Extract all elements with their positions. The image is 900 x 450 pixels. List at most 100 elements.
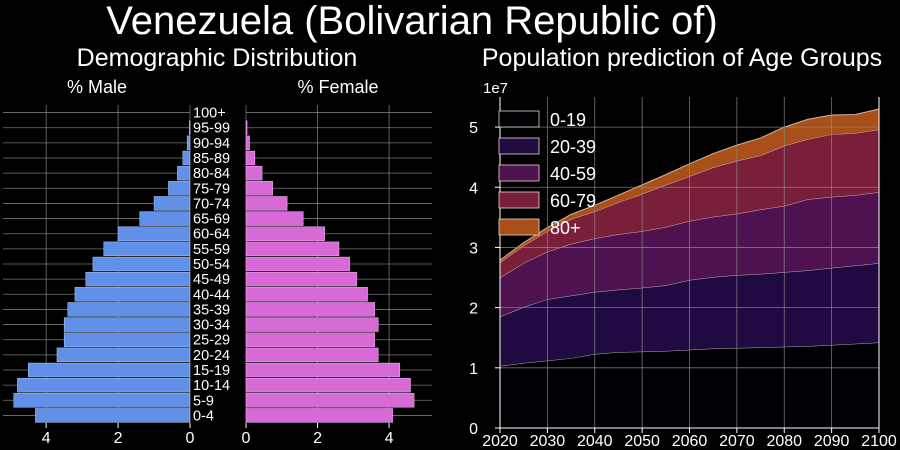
area-x-tick-label: 2050 [624,433,660,450]
figure-title: Venezuela (Bolivarian Republic of) [106,0,717,43]
age-group-label: 35-39 [193,302,230,318]
male-bar [182,150,191,166]
male-label: % Male [67,77,127,97]
age-group-label: 80-84 [193,166,230,182]
area-ticks: 0 1 2 3 4 5 2020 2030 2040 2050 2060 2070 2080 2090 21… [469,120,897,450]
female-label: % Female [297,77,378,97]
female-bar [245,317,379,332]
female-x-tick-label: 2 [313,430,322,447]
area-y-tick-label: 1 [469,361,478,378]
pyramid-title: Demographic Distribution [77,44,358,72]
male-bar [139,211,191,226]
male-bar [74,287,191,302]
area-y-tick-label: 2 [469,301,478,318]
area-y-tick-label: 4 [469,180,478,197]
area-y-tick-label: 0 [469,421,478,438]
female-bars [245,120,415,423]
age-group-label: 25-29 [193,333,230,349]
area-legend: 0-19 20-39 40-59 60-79 80+ [498,110,596,238]
male-bar [103,241,191,257]
male-x-tick-label: 4 [42,430,51,447]
male-bars [13,120,191,423]
female-bar [245,181,274,196]
legend-swatch [498,164,540,182]
age-group-label: 10-14 [193,378,230,394]
female-x-ticks: 0 2 4 [242,423,394,447]
area-y-tick-label: 3 [469,240,478,257]
female-bar [245,271,358,287]
age-group-label: 85-89 [193,151,230,167]
age-group-label: 15-19 [193,363,230,379]
age-group-label: 95-99 [193,121,230,137]
area-x-tick-label: 2090 [814,433,850,450]
male-bar [177,165,191,181]
age-group-label: 75-79 [193,181,230,197]
legend-swatch [498,137,540,155]
male-bar [35,408,191,423]
female-bar [245,302,375,317]
male-bar [67,302,191,317]
female-bar [245,256,350,272]
legend-label: 80+ [550,218,581,238]
age-group-label: 45-49 [193,272,230,288]
female-bar [245,347,379,363]
legend-label: 40-59 [550,164,596,184]
y-offset-label: 1e7 [483,80,508,97]
age-group-label: 0-4 [193,408,214,424]
age-group-label: 65-69 [193,212,230,228]
male-bar [189,120,191,135]
age-group-label: 30-34 [193,318,230,334]
male-bar [63,317,191,332]
male-x-tick-label: 2 [114,430,123,447]
legend-label: 0-19 [550,110,586,130]
male-bar [168,181,191,196]
female-bar [245,332,375,347]
female-bar [245,377,411,393]
female-bar [245,287,368,302]
female-bar [245,120,248,135]
female-bar [245,211,304,226]
legend-swatch [498,191,540,209]
legend-swatch [498,110,540,128]
male-bar [17,377,191,393]
age-group-label: 90-94 [193,136,230,152]
legend-swatch [498,218,540,236]
male-bar [85,271,191,287]
female-bar [245,226,325,241]
female-bar [245,241,340,257]
female-bar [245,408,393,423]
area-y-tick-label: 5 [469,120,478,137]
legend-label: 20-39 [550,137,596,157]
male-x-tick-label: 0 [186,430,195,447]
age-group-label: 55-59 [193,242,230,258]
male-bar [27,362,191,378]
female-x-tick-label: 4 [385,430,394,447]
age-group-label: 100+ [193,106,226,122]
age-group-label: 50-54 [193,257,230,273]
male-bar [92,256,191,272]
age-group-label: 70-74 [193,196,230,212]
area-x-tick-label: 2020 [482,433,518,450]
age-labels: 0-45-910-1415-1920-2425-2930-3435-3940-4… [193,106,230,425]
area-layer [500,109,879,263]
area-x-tick-label: 2070 [719,433,755,450]
age-group-label: 5-9 [193,393,214,409]
female-bar [245,135,250,151]
area-x-tick-label: 2030 [530,433,566,450]
age-group-label: 40-44 [193,287,230,303]
area-x-tick-label: 2100 [861,433,897,450]
male-bar [13,393,191,408]
female-bar [245,150,256,166]
male-bar [117,226,191,241]
area-title: Population prediction of Age Groups [482,44,882,72]
area-x-tick-label: 2040 [577,433,613,450]
area-x-tick-label: 2060 [672,433,708,450]
male-x-ticks: 4 2 0 [42,423,195,447]
female-bar [245,393,415,408]
female-bar [245,165,263,181]
area-grid [499,97,880,428]
age-group-label: 60-64 [193,227,230,243]
male-bar [153,196,191,211]
male-bar [56,347,191,363]
